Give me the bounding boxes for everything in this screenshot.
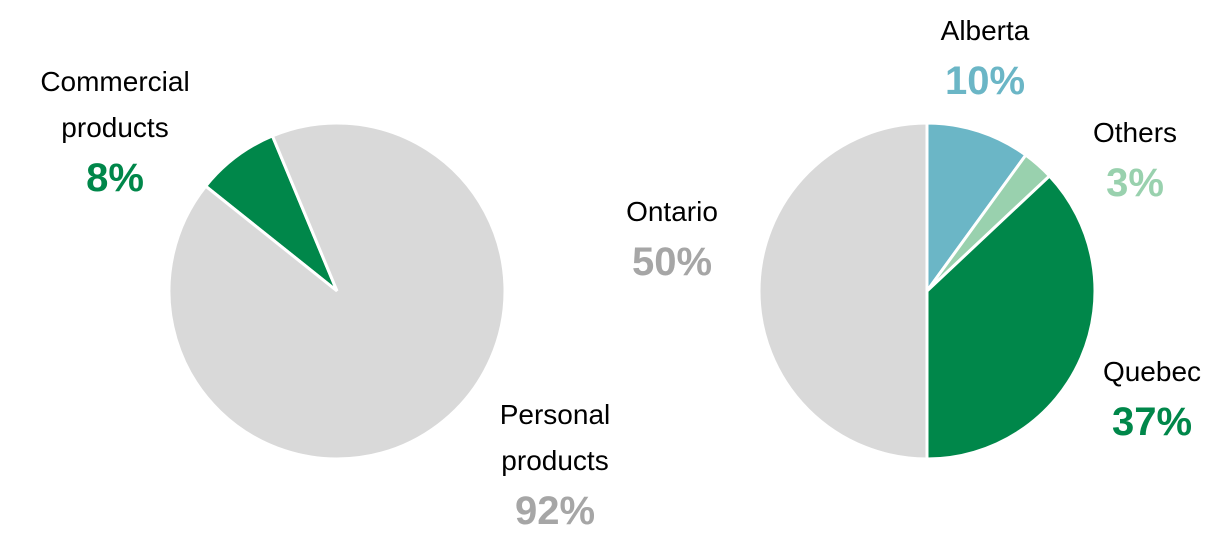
- value-label: 3%: [1106, 161, 1164, 205]
- slice-label: Personal products 92%: [455, 392, 655, 538]
- category-label: Commercial products: [40, 66, 190, 143]
- slice-label: Others 3%: [1035, 110, 1219, 210]
- pie-slice: [925, 121, 1028, 296]
- category-label: Personal products: [499, 399, 611, 476]
- value-label: 92%: [514, 489, 596, 533]
- value-label: 10%: [944, 59, 1026, 103]
- value-label: 37%: [1111, 400, 1193, 444]
- pie-slice: [167, 121, 507, 461]
- slice-label: Ontario 50%: [572, 189, 772, 289]
- category-label: Others: [1092, 117, 1178, 148]
- slice-label: Quebec 37%: [1052, 349, 1219, 449]
- value-label: 8%: [86, 156, 144, 200]
- category-label: Ontario: [626, 196, 718, 227]
- category-label: Alberta: [940, 15, 1030, 46]
- pie-slice: [925, 173, 1097, 461]
- value-label: 50%: [631, 240, 713, 284]
- category-label: Quebec: [1102, 356, 1202, 387]
- slice-label: Alberta 10%: [885, 8, 1085, 108]
- slice-label: Commercial products 8%: [15, 59, 215, 205]
- pie-slice: [757, 121, 929, 461]
